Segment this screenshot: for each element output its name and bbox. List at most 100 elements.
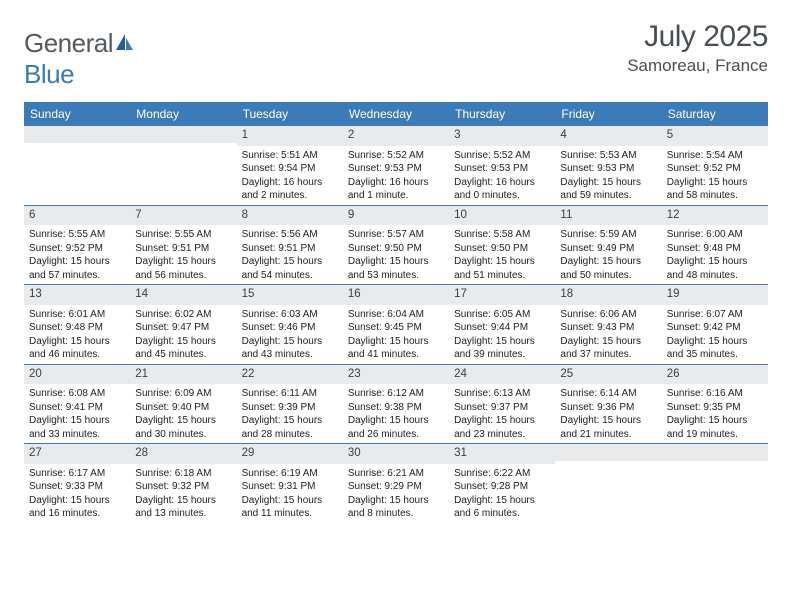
daylight-text: Daylight: 15 hours and 33 minutes.: [29, 414, 125, 441]
day-number: 4: [555, 126, 661, 146]
day-number: 23: [343, 365, 449, 385]
daylight-text: Daylight: 15 hours and 56 minutes.: [135, 255, 231, 282]
calendar-day-cell: 30Sunrise: 6:21 AMSunset: 9:29 PMDayligh…: [343, 444, 449, 523]
day-details: Sunrise: 6:17 AMSunset: 9:33 PMDaylight:…: [24, 464, 130, 523]
daylight-text: Daylight: 15 hours and 50 minutes.: [560, 255, 656, 282]
day-details: Sunrise: 6:16 AMSunset: 9:35 PMDaylight:…: [662, 384, 768, 443]
daylight-text: Daylight: 15 hours and 51 minutes.: [454, 255, 550, 282]
day-header-sun: Sunday: [24, 102, 130, 126]
calendar-day-cell: 4Sunrise: 5:53 AMSunset: 9:53 PMDaylight…: [555, 126, 661, 205]
daylight-text: Daylight: 15 hours and 37 minutes.: [560, 335, 656, 362]
daylight-text: Daylight: 15 hours and 39 minutes.: [454, 335, 550, 362]
day-details: Sunrise: 5:57 AMSunset: 9:50 PMDaylight:…: [343, 225, 449, 284]
daylight-text: Daylight: 15 hours and 11 minutes.: [242, 494, 338, 521]
calendar-day-cell: 24Sunrise: 6:13 AMSunset: 9:37 PMDayligh…: [449, 365, 555, 444]
daylight-text: Daylight: 15 hours and 23 minutes.: [454, 414, 550, 441]
day-details: Sunrise: 6:14 AMSunset: 9:36 PMDaylight:…: [555, 384, 661, 443]
sunset-text: Sunset: 9:48 PM: [667, 242, 763, 256]
calendar-day-cell: 5Sunrise: 5:54 AMSunset: 9:52 PMDaylight…: [662, 126, 768, 205]
calendar-day-cell: 8Sunrise: 5:56 AMSunset: 9:51 PMDaylight…: [237, 206, 343, 285]
calendar-header-row: Sunday Monday Tuesday Wednesday Thursday…: [24, 102, 768, 126]
calendar-day-cell: [130, 126, 236, 205]
sunset-text: Sunset: 9:41 PM: [29, 401, 125, 415]
day-number: 30: [343, 444, 449, 464]
calendar-day-cell: 3Sunrise: 5:52 AMSunset: 9:53 PMDaylight…: [449, 126, 555, 205]
day-number: 11: [555, 206, 661, 226]
day-number: 1: [237, 126, 343, 146]
day-header-thu: Thursday: [449, 102, 555, 126]
day-header-mon: Monday: [130, 102, 236, 126]
day-details: Sunrise: 6:05 AMSunset: 9:44 PMDaylight:…: [449, 305, 555, 364]
sunset-text: Sunset: 9:44 PM: [454, 321, 550, 335]
sunrise-text: Sunrise: 5:53 AM: [560, 149, 656, 163]
sunset-text: Sunset: 9:35 PM: [667, 401, 763, 415]
calendar-day-cell: 10Sunrise: 5:58 AMSunset: 9:50 PMDayligh…: [449, 206, 555, 285]
day-details: Sunrise: 6:00 AMSunset: 9:48 PMDaylight:…: [662, 225, 768, 284]
calendar-day-cell: 9Sunrise: 5:57 AMSunset: 9:50 PMDaylight…: [343, 206, 449, 285]
sunrise-text: Sunrise: 6:05 AM: [454, 308, 550, 322]
calendar-day-cell: 28Sunrise: 6:18 AMSunset: 9:32 PMDayligh…: [130, 444, 236, 523]
day-details: Sunrise: 5:56 AMSunset: 9:51 PMDaylight:…: [237, 225, 343, 284]
brand-general: General: [24, 28, 113, 58]
title-block: July 2025 Samoreau, France: [627, 20, 768, 76]
day-number: 25: [555, 365, 661, 385]
daylight-text: Daylight: 16 hours and 0 minutes.: [454, 176, 550, 203]
day-header-fri: Friday: [555, 102, 661, 126]
brand-logo: GeneralBlue: [24, 28, 135, 90]
calendar-week-row: 20Sunrise: 6:08 AMSunset: 9:41 PMDayligh…: [24, 364, 768, 444]
calendar-day-cell: 14Sunrise: 6:02 AMSunset: 9:47 PMDayligh…: [130, 285, 236, 364]
day-details: Sunrise: 6:12 AMSunset: 9:38 PMDaylight:…: [343, 384, 449, 443]
day-details: Sunrise: 5:54 AMSunset: 9:52 PMDaylight:…: [662, 146, 768, 205]
daylight-text: Daylight: 15 hours and 57 minutes.: [29, 255, 125, 282]
calendar-day-cell: 11Sunrise: 5:59 AMSunset: 9:49 PMDayligh…: [555, 206, 661, 285]
calendar-day-cell: 19Sunrise: 6:07 AMSunset: 9:42 PMDayligh…: [662, 285, 768, 364]
daylight-text: Daylight: 15 hours and 59 minutes.: [560, 176, 656, 203]
daylight-text: Daylight: 15 hours and 58 minutes.: [667, 176, 763, 203]
sunset-text: Sunset: 9:52 PM: [29, 242, 125, 256]
sunrise-text: Sunrise: 5:52 AM: [454, 149, 550, 163]
calendar-week-row: 13Sunrise: 6:01 AMSunset: 9:48 PMDayligh…: [24, 284, 768, 364]
sunset-text: Sunset: 9:50 PM: [348, 242, 444, 256]
daylight-text: Daylight: 15 hours and 41 minutes.: [348, 335, 444, 362]
day-details: Sunrise: 6:22 AMSunset: 9:28 PMDaylight:…: [449, 464, 555, 523]
sunset-text: Sunset: 9:40 PM: [135, 401, 231, 415]
sunrise-text: Sunrise: 6:21 AM: [348, 467, 444, 481]
sunrise-text: Sunrise: 6:03 AM: [242, 308, 338, 322]
sunset-text: Sunset: 9:53 PM: [348, 162, 444, 176]
day-details: Sunrise: 5:52 AMSunset: 9:53 PMDaylight:…: [449, 146, 555, 205]
day-number: 9: [343, 206, 449, 226]
sunset-text: Sunset: 9:47 PM: [135, 321, 231, 335]
sunrise-text: Sunrise: 6:04 AM: [348, 308, 444, 322]
sunset-text: Sunset: 9:54 PM: [242, 162, 338, 176]
daylight-text: Daylight: 15 hours and 13 minutes.: [135, 494, 231, 521]
calendar-day-cell: 18Sunrise: 6:06 AMSunset: 9:43 PMDayligh…: [555, 285, 661, 364]
sunrise-text: Sunrise: 6:19 AM: [242, 467, 338, 481]
sunset-text: Sunset: 9:36 PM: [560, 401, 656, 415]
day-number: 31: [449, 444, 555, 464]
day-number: 2: [343, 126, 449, 146]
daylight-text: Daylight: 15 hours and 16 minutes.: [29, 494, 125, 521]
day-number: 7: [130, 206, 236, 226]
sunset-text: Sunset: 9:32 PM: [135, 480, 231, 494]
day-number: 20: [24, 365, 130, 385]
day-number: 3: [449, 126, 555, 146]
sunset-text: Sunset: 9:28 PM: [454, 480, 550, 494]
sunrise-text: Sunrise: 6:12 AM: [348, 387, 444, 401]
month-title: July 2025: [627, 20, 768, 54]
sunrise-text: Sunrise: 5:52 AM: [348, 149, 444, 163]
day-details: Sunrise: 6:11 AMSunset: 9:39 PMDaylight:…: [237, 384, 343, 443]
calendar-week-row: 6Sunrise: 5:55 AMSunset: 9:52 PMDaylight…: [24, 205, 768, 285]
day-number: 5: [662, 126, 768, 146]
calendar-day-cell: 6 Sunrise: 5:55 AMSunset: 9:52 PMDaylight…: [24, 206, 130, 285]
calendar-day-cell: 23Sunrise: 6:12 AMSunset: 9:38 PMDayligh…: [343, 365, 449, 444]
day-number: 6: [24, 206, 130, 226]
calendar-day-cell: 15Sunrise: 6:03 AMSunset: 9:46 PMDayligh…: [237, 285, 343, 364]
calendar-day-cell: 27Sunrise: 6:17 AMSunset: 9:33 PMDayligh…: [24, 444, 130, 523]
sunrise-text: Sunrise: 6:02 AM: [135, 308, 231, 322]
sunset-text: Sunset: 9:43 PM: [560, 321, 656, 335]
day-details: Sunrise: 6:07 AMSunset: 9:42 PMDaylight:…: [662, 305, 768, 364]
sunrise-text: Sunrise: 5:57 AM: [348, 228, 444, 242]
sunrise-text: Sunrise: 5:55 AM: [29, 228, 125, 242]
sunrise-text: Sunrise: 6:00 AM: [667, 228, 763, 242]
sunset-text: Sunset: 9:42 PM: [667, 321, 763, 335]
